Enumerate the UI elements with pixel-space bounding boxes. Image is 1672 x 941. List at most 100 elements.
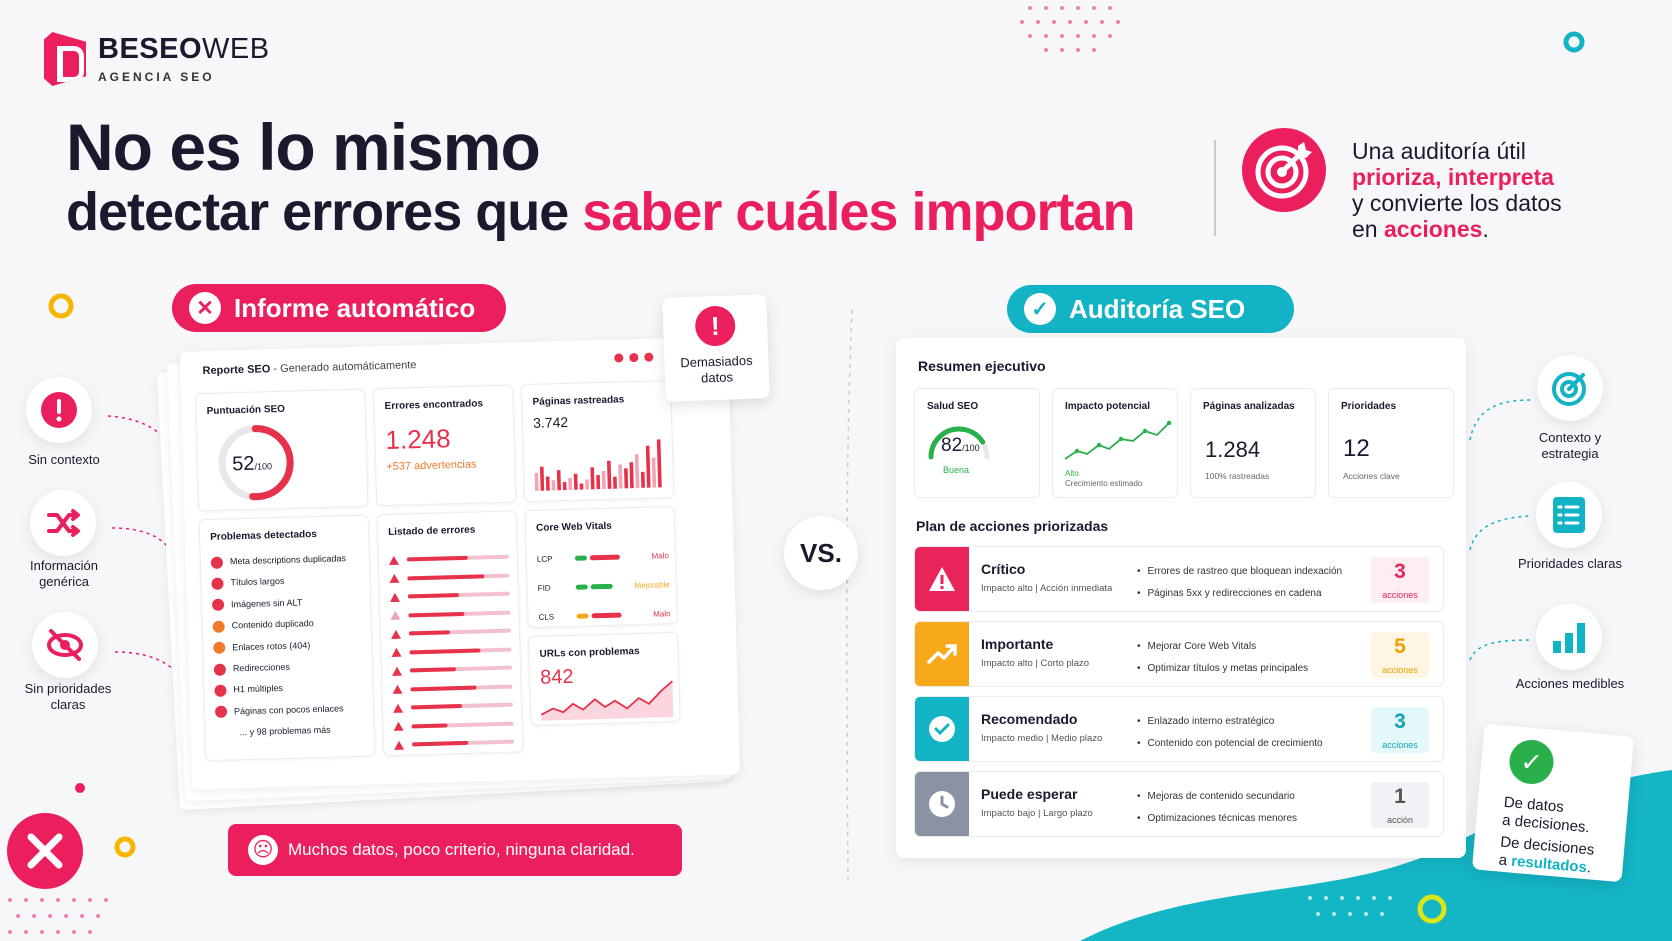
warning-icon [391,666,403,676]
urls-problems-sparkline [540,680,674,721]
cwv-list: LCP Malo FID Mejorable CLS Malo [537,541,671,632]
warning-icon [389,573,400,584]
report-window-dots [614,348,660,367]
warning-icon [393,721,404,732]
analyzed-pages-card: Páginas analizadas 1.284 100% rastreadas [1190,388,1316,498]
no-context-label: Sin contexto [28,452,100,467]
measurable-actions-label: Acciones medibles [1515,676,1625,691]
row-bullets: Mejorar Core Web VitalsOptimizar títulos… [1137,636,1309,680]
mini-bar [579,483,584,490]
list-item: Meta descriptions duplicadas [210,548,347,573]
report-title: Reporte SEO - Generado automáticamente [202,359,417,378]
cwv-label: Core Web Vitals [535,520,612,534]
row-sub: Impacto alto | Acción inmediata [981,583,1113,594]
check-circle-icon: ✓ [1507,738,1556,786]
sad-face-icon: ☹ [248,835,278,865]
priorities-card: Prioridades 12 Acciones clave [1328,388,1454,498]
check-icon: ✓ [1024,293,1056,325]
mini-bar [573,473,578,490]
mini-bar [596,475,601,490]
row-name: Puede esperar [981,786,1078,802]
warning-icon [915,547,969,611]
priority-row-recommended: Recomendado Impacto medio | Medio plazo … [914,696,1444,762]
warnings-count: +537 advertencias [386,458,477,474]
shuffle-icon [30,490,96,556]
seo-health-value: 82/100 [941,435,980,456]
problems-list: Meta descriptions duplicadas Títulos lar… [210,548,351,744]
seo-health-card: Salud SEO 82/100 Buena [914,388,1040,498]
mini-bar [656,439,662,488]
potential-impact-label: Impacto potencial [1065,401,1151,412]
crawled-pages-mini-chart [534,439,662,491]
mini-bar [629,462,634,489]
priority-row-can-wait: Puede esperar Impacto bajo | Largo plazo… [914,771,1444,837]
score-gauge [218,425,294,501]
generic-info-label: Información genérica [30,558,98,589]
warning-icon [388,555,400,565]
seo-score-card: Puntuación SEO 52/100 [195,388,369,512]
row-bullets: Errores de rastreo que bloquean indexaci… [1137,561,1343,605]
target-icon [1242,128,1326,212]
automatic-report-pill: ✕ Informe automático [172,284,506,332]
clear-priorities-label: Prioridades claras [1517,556,1623,571]
headline-divider [1214,140,1216,236]
seo-score-label: Puntuación SEO [206,403,286,418]
mini-bar [607,460,612,489]
analyzed-pages-sub: 100% rastreadas [1205,471,1270,481]
bad-summary-pill: ☹ Muchos datos, poco criterio, ninguna c… [228,824,682,876]
logo-subtitle: AGENCIA SEO [98,69,215,84]
mini-bar [640,471,645,488]
errors-found-value: 1.248 [385,423,452,456]
cwv-row-fid: FID Mejorable [537,580,670,593]
mini-bar [534,472,539,491]
automatic-report: Reporte SEO - Generado automáticamente P… [179,336,741,790]
mini-bar [645,445,651,488]
tagline: Una auditoría útil prioriza, interpreta … [1352,138,1562,242]
seo-health-status: Buena [943,465,970,475]
exclamation-icon: ! [694,305,736,347]
cwv-row-cls: CLS Malo [538,609,671,622]
urls-problems-label: URLs con problemas [539,646,640,660]
impact-sub: Crecimiento estimado [1065,479,1143,488]
clock-icon [915,772,969,836]
errors-found-label: Errores encontrados [384,398,484,413]
headline-line2: detectar errores que saber cuáles import… [66,182,1135,242]
headline: No es lo mismo detectar errores que sabe… [66,112,1135,242]
mini-bar [613,476,617,489]
priority-row-critical: Crítico Impacto alto | Acción inmediata … [914,546,1444,612]
bar-chart-icon [1536,604,1602,670]
errors-list-label: Listado de errores [387,524,476,538]
row-count: 1 acción [1371,782,1429,828]
x-icon: ✕ [189,292,221,324]
mini-bar [562,481,567,491]
mini-bar [556,470,562,491]
priorities-label: Prioridades [1341,401,1397,412]
impact-trend-chart [1064,420,1171,460]
mini-bar [651,457,657,488]
potential-impact-card: Impacto potencial Alto Crecimiento estim… [1052,388,1178,498]
warning-icon [393,740,405,750]
context-strategy-label: Contexto y estrategia [1538,430,1602,461]
mini-bar [634,453,640,489]
analyzed-pages-label: Páginas analizadas [1203,401,1295,412]
priorities-value: 12 [1343,435,1370,462]
errors-list-card: Listado de errores [376,510,524,757]
warning-icon [392,703,404,713]
mini-bar [590,467,595,490]
vs-badge: VS. [784,516,858,590]
logo-mark-icon [44,32,86,86]
seo-score-value: 52/100 [231,452,273,476]
more-problems: ... y 98 problemas más [239,724,331,738]
seo-audit-pill: ✓ Auditoría SEO [1007,285,1294,333]
row-bullets: Enlazado interno estratégicoContenido co… [1137,711,1323,755]
target-icon [1537,355,1603,421]
row-count: 3 acciones [1371,707,1429,753]
analyzed-pages-value: 1.284 [1205,437,1261,462]
cwv-row-lcp: LCP Malo [536,551,670,564]
brand-logo[interactable]: BESEOWEB AGENCIA SEO [44,32,270,86]
mini-bar [551,480,556,491]
note-text: De datos a decisiones. De decisiones a r… [1498,793,1595,877]
errors-found-card: Errores encontrados 1.248 +537 advertenc… [373,384,517,507]
crawled-pages-card: Páginas rastreadas 3.742 [521,380,675,503]
impact-level: Alto [1065,469,1079,478]
